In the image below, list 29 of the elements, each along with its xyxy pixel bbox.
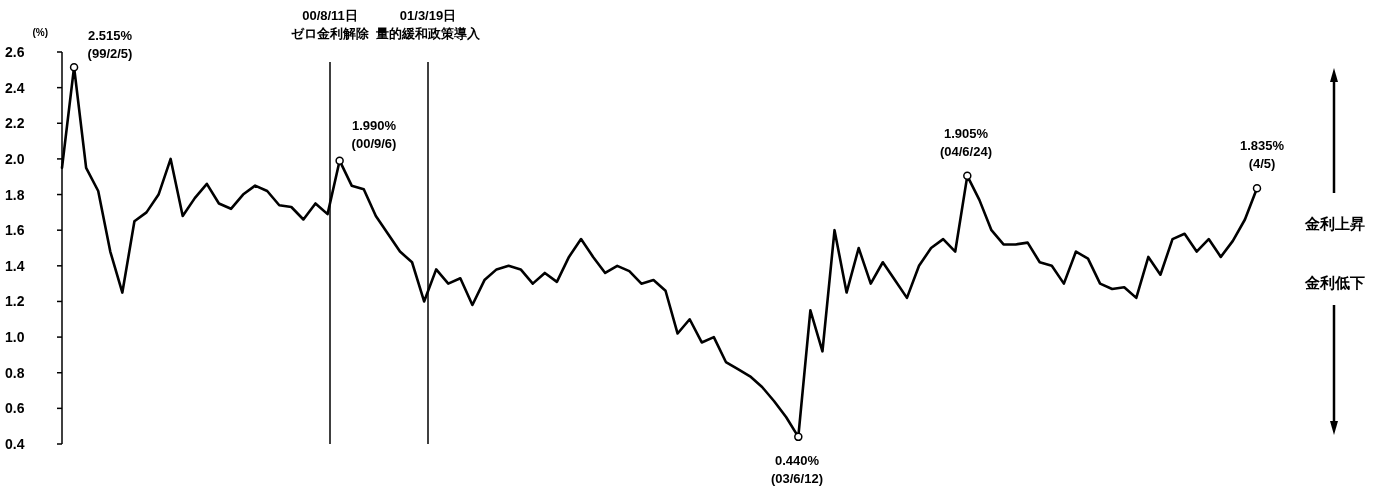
y-tick-label: 2.2: [5, 115, 25, 132]
point: [1252, 184, 1262, 193]
annotation: 1.835% (4/5): [1239, 138, 1285, 171]
y-tick-label: 1.0: [5, 329, 25, 346]
text: 01/3/19日: [399, 8, 457, 23]
y-tick-label: 0.6: [5, 400, 25, 417]
text: ゼロ金利解除: [291, 26, 370, 41]
annotation: 2.515% (99/2/5): [87, 28, 133, 61]
y-tick-label: 1.4: [5, 257, 25, 274]
y-tick-label: 2.4: [5, 79, 25, 96]
annotation: 1.990% (00/9/6): [351, 118, 397, 151]
y-tick-label: 0.8: [5, 364, 25, 381]
annotation: 1.905% (04/6/24): [939, 126, 993, 159]
y-tick-label: 1.6: [5, 222, 25, 239]
y-axis-title: (%): [32, 27, 48, 38]
y-tick-label: 1.8: [5, 186, 25, 203]
y-tick-label: 2.6: [5, 44, 25, 60]
y-tick-label: 0.4: [5, 436, 25, 452]
text: 金利低下: [1304, 274, 1365, 291]
point: [69, 62, 79, 72]
y-tick-label: 1.2: [5, 293, 25, 310]
text: 0.440% (03/6/12): [770, 453, 824, 486]
y-tick-label: 2.0: [5, 150, 25, 167]
text: 金利上昇: [1304, 215, 1365, 232]
text: 00/8/11日: [302, 8, 358, 23]
point: [963, 171, 972, 181]
text: 量的緩和政策導入: [375, 26, 481, 41]
point: [335, 156, 344, 165]
point: [794, 432, 803, 442]
